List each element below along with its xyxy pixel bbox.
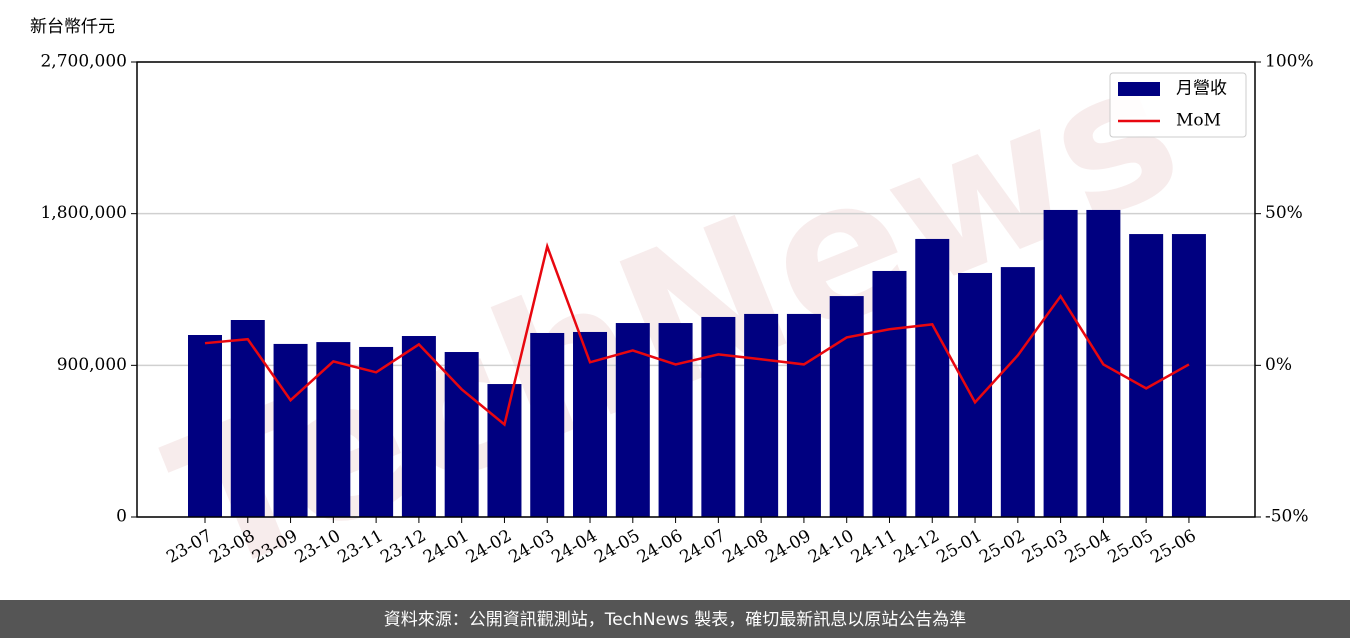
x-tick-label: 25-05	[1104, 526, 1156, 568]
footer: 資料來源：公開資訊觀測站，TechNews 製表，確切最新訊息以原站公告為準	[384, 610, 966, 630]
y2-tick-label: 100%	[1265, 52, 1314, 72]
y-axis-label: 新台幣仟元	[30, 17, 115, 37]
line	[204, 242, 1190, 427]
bar	[401, 336, 436, 517]
x-tick-label: 24-02	[463, 526, 515, 568]
bar	[658, 323, 693, 517]
bar	[1129, 234, 1164, 517]
x-tick-label: 25-01	[933, 526, 985, 568]
x-tick-label: 24-07	[677, 526, 729, 568]
bar	[444, 352, 479, 517]
bar	[786, 313, 821, 517]
x-tick-label: 25-06	[1147, 526, 1199, 568]
x-tick-label: 24-12	[891, 526, 943, 568]
bar	[530, 332, 565, 517]
x-tick-label: 24-09	[762, 526, 814, 568]
x-tick-label: 24-06	[634, 526, 686, 568]
bar	[188, 335, 222, 517]
bar	[487, 384, 522, 517]
y-tick-label: 900,000	[57, 355, 127, 375]
bar	[915, 238, 950, 517]
x-tick-label: 24-04	[548, 526, 600, 568]
x-tick-label: 25-03	[1019, 526, 1071, 568]
x-tick-label: 24-11	[848, 526, 900, 568]
x-tick-label: 25-02	[976, 526, 1028, 568]
bar	[829, 296, 864, 517]
y2-tick-label: -50%	[1265, 507, 1309, 527]
bar	[1000, 267, 1035, 517]
bar	[359, 346, 394, 517]
x-tick-label: 25-04	[1062, 526, 1114, 568]
footer-bar	[0, 600, 1350, 638]
bar	[1043, 209, 1078, 517]
plot-frame	[136, 61, 1256, 518]
legend-label: MoM	[1176, 111, 1221, 131]
bar	[1171, 234, 1206, 517]
y-tick-label: 0	[116, 507, 127, 527]
legend-swatch	[1118, 82, 1160, 96]
bar	[316, 342, 351, 517]
y-tick-label: 2,700,000	[40, 52, 127, 72]
legend-label: 月營收	[1176, 79, 1227, 99]
x-tick-label: 24-05	[591, 526, 643, 568]
bar	[744, 313, 779, 517]
bar	[615, 323, 650, 517]
y2-tick-label: 0%	[1265, 355, 1292, 375]
bar	[230, 320, 265, 517]
x-tick-label: 24-03	[506, 526, 558, 568]
bar	[958, 272, 993, 517]
bar	[701, 316, 736, 517]
bar	[872, 270, 907, 517]
bar	[273, 343, 308, 517]
x-tick-label: 24-08	[719, 526, 771, 568]
x-tick-label: 24-10	[805, 526, 857, 568]
y2-tick-label: 50%	[1265, 203, 1303, 223]
y-tick-label: 1,800,000	[40, 203, 127, 223]
